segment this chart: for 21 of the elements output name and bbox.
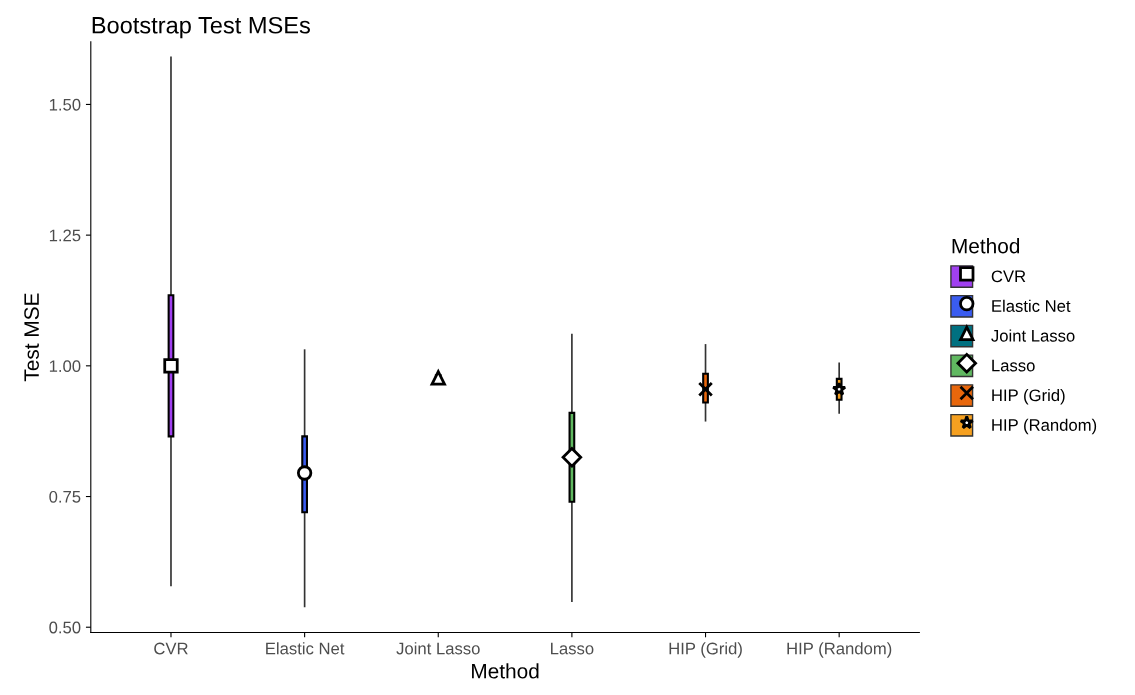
y-tick-label: 0.75	[49, 490, 81, 503]
y-tick-label: 0.50	[49, 621, 81, 634]
x-tick-label: Lasso	[551, 642, 594, 655]
x-axis-title: Method	[472, 663, 539, 679]
legend-label: Joint Lasso	[991, 329, 1075, 342]
x-tick-label: HIP (Random)	[787, 642, 892, 658]
y-tick-label: 1.00	[49, 360, 81, 373]
y-tick-label: 1.50	[49, 98, 81, 111]
legend-label: Lasso	[992, 359, 1035, 372]
x-tick-label: HIP (Grid)	[669, 642, 742, 658]
legend-title: Method	[952, 238, 1020, 254]
y-tick-label: 1.25	[49, 229, 81, 242]
chart-title: Bootstrap Test MSEs	[92, 16, 310, 39]
y-axis-title: Test MSE	[24, 293, 39, 382]
x-tick-label: CVR	[154, 642, 188, 655]
legend-label: CVR	[991, 270, 1026, 283]
x-tick-label: Elastic Net	[266, 642, 345, 655]
x-tick-label: Joint Lasso	[396, 642, 480, 655]
legend-label: HIP (Random)	[992, 418, 1097, 435]
legend-label: Elastic Net	[992, 299, 1071, 312]
legend-label: HIP (Grid)	[992, 388, 1065, 405]
